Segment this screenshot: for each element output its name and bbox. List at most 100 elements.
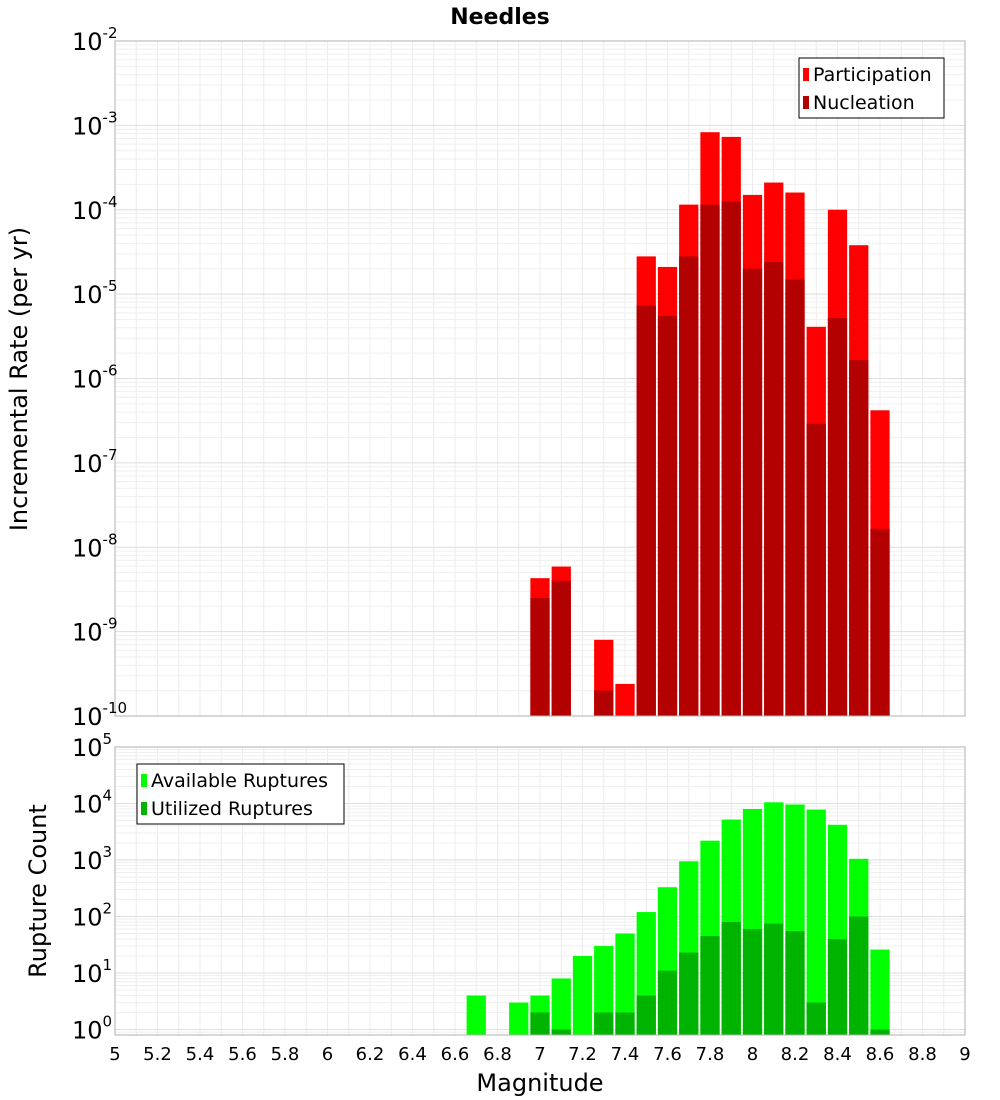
- y-tick-label: 10-5: [72, 277, 118, 309]
- y-tick-label: 101: [72, 956, 112, 988]
- bar: [849, 916, 869, 1035]
- legend-box: [798, 57, 945, 119]
- x-tick-label: 5.8: [271, 1044, 300, 1065]
- bar: [572, 956, 593, 1035]
- y-tick-exponent: -2: [103, 24, 118, 42]
- y-tick-exponent: -9: [103, 615, 118, 633]
- bar: [615, 683, 635, 716]
- y-tick-label: 10-8: [72, 530, 118, 562]
- y-tick-base: 10: [72, 960, 103, 988]
- series-utilized-ruptures: [530, 916, 890, 1035]
- bar: [509, 1002, 529, 1035]
- y-tick-base: 10: [72, 703, 103, 731]
- bar: [530, 1012, 550, 1035]
- bar: [827, 318, 848, 716]
- y-tick-labels: 10-210-310-410-510-610-710-810-910-10: [72, 24, 127, 731]
- bar: [466, 995, 486, 1035]
- top-y-axis-label: Incremental Rate (per yr): [5, 227, 33, 531]
- x-tick-label: 8.8: [908, 1044, 937, 1065]
- x-tick-label: 9: [959, 1044, 970, 1065]
- x-tick-label: 5.2: [143, 1044, 172, 1065]
- bar: [551, 1029, 571, 1035]
- x-tick-label: 7.2: [568, 1044, 597, 1065]
- legend-swatch: [141, 774, 147, 787]
- bar: [806, 809, 826, 1035]
- y-tick-base: 10: [72, 28, 103, 56]
- x-tick-label: 6.2: [356, 1044, 385, 1065]
- x-tick-label: 7.4: [611, 1044, 640, 1065]
- x-tick-label: 6.4: [398, 1044, 427, 1065]
- bar: [806, 1002, 826, 1035]
- bar: [594, 690, 614, 716]
- y-tick-exponent: -4: [103, 193, 118, 211]
- y-tick-exponent: -6: [103, 362, 118, 380]
- y-tick-base: 10: [72, 791, 103, 819]
- plot-frame: [114, 746, 966, 1036]
- bar: [870, 949, 890, 1035]
- bar: [785, 931, 805, 1035]
- plot-frame: [114, 40, 966, 717]
- y-tick-exponent: 4: [103, 787, 113, 805]
- bar: [827, 939, 848, 1035]
- y-tick-label: 10-3: [72, 108, 118, 140]
- y-tick-base: 10: [72, 734, 103, 762]
- rate-panel: 10-210-310-410-510-610-710-810-910-10Par…: [72, 24, 966, 731]
- bar: [530, 598, 550, 716]
- legend-label: Utilized Ruptures: [151, 798, 313, 820]
- bar: [721, 921, 741, 1035]
- bar: [615, 1012, 635, 1035]
- y-tick-base: 10: [72, 534, 103, 562]
- legend-label: Available Ruptures: [151, 770, 328, 792]
- bar: [870, 1029, 890, 1035]
- bar: [806, 423, 826, 716]
- y-tick-label: 10-10: [72, 699, 127, 731]
- y-tick-exponent: -8: [103, 530, 118, 548]
- legend-label: Nucleation: [813, 92, 915, 114]
- x-tick-label: 5.6: [228, 1044, 257, 1065]
- bar: [700, 204, 720, 717]
- y-tick-exponent: 1: [103, 956, 113, 974]
- y-tick-label: 10-4: [72, 193, 118, 225]
- bar: [657, 316, 678, 716]
- y-tick-label: 10-7: [72, 446, 118, 478]
- y-tick-exponent: -3: [103, 108, 118, 126]
- x-tick-label: 8: [747, 1044, 758, 1065]
- y-tick-exponent: -10: [103, 699, 128, 717]
- y-tick-label: 10-9: [72, 615, 118, 647]
- y-tick-base: 10: [72, 112, 103, 140]
- bar: [551, 978, 571, 1035]
- legend-swatch: [803, 68, 809, 81]
- x-tick-label: 5: [109, 1044, 120, 1065]
- bar: [594, 1012, 614, 1035]
- legend-label: Participation: [813, 64, 932, 86]
- bar: [657, 970, 678, 1035]
- bar: [679, 952, 699, 1035]
- y-tick-base: 10: [72, 450, 103, 478]
- y-tick-base: 10: [72, 197, 103, 225]
- x-tick-label: 7.6: [653, 1044, 682, 1065]
- bar: [849, 360, 869, 716]
- x-tick-label: 7.8: [696, 1044, 725, 1065]
- y-tick-exponent: 0: [103, 1013, 113, 1031]
- legend-swatch: [803, 96, 809, 109]
- bar: [764, 923, 784, 1035]
- chart-title: Needles: [450, 5, 550, 30]
- y-tick-label: 10-6: [72, 362, 118, 394]
- bar: [764, 262, 784, 716]
- x-tick-label: 8.4: [823, 1044, 852, 1065]
- x-tick-label: 5.4: [186, 1044, 215, 1065]
- x-tick-label: 8.6: [866, 1044, 895, 1065]
- bar: [742, 929, 763, 1035]
- y-tick-exponent: 2: [103, 900, 113, 918]
- x-axis-label: Magnitude: [476, 1069, 603, 1097]
- y-tick-base: 10: [72, 1017, 103, 1045]
- legend-box: [136, 763, 345, 825]
- x-tick-label: 7: [534, 1044, 545, 1065]
- y-tick-exponent: -5: [103, 277, 118, 295]
- bar: [785, 279, 805, 716]
- y-tick-base: 10: [72, 904, 103, 932]
- legend: Available Ruptures Utilized Ruptures: [136, 763, 345, 825]
- x-tick-label: 8.2: [781, 1044, 810, 1065]
